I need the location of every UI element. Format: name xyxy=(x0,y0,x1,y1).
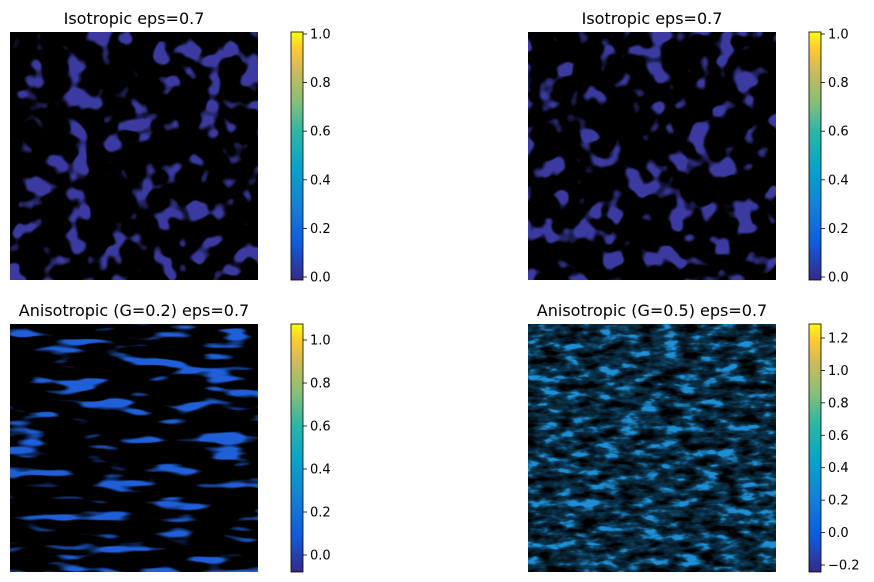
panel-3-heatmap xyxy=(10,324,258,572)
colorbar-tick-label: −0.2 xyxy=(828,559,860,574)
colorbar-tick-label: 0.0 xyxy=(310,271,331,286)
colorbar-tick-label: 0.2 xyxy=(310,222,331,237)
colorbar-tick-label: 0.4 xyxy=(310,463,331,478)
colorbar-tick-label: 0.2 xyxy=(828,494,849,509)
colorbar-tick-label: 0.8 xyxy=(310,377,331,392)
colorbar-tick-label: 1.0 xyxy=(310,334,331,349)
colorbar-tick-label: 0.2 xyxy=(310,506,331,521)
colorbar-tick-label: 0.0 xyxy=(828,271,849,286)
panel-4: Anisotropic (G=0.5) eps=0.7 −0.2 0.0 0.2 0.… xyxy=(528,301,860,574)
colorbar-tick-label: 0.8 xyxy=(310,76,331,91)
colorbar-tick-label: 0.6 xyxy=(310,125,331,140)
colorbar-tick-label: 1.0 xyxy=(828,28,849,43)
colorbar-tick-label: 0.6 xyxy=(828,125,849,140)
panel-4-heatmap xyxy=(528,324,776,572)
panel-3-colorbar: 0.0 0.2 0.4 0.6 0.8 1.0 xyxy=(290,323,331,573)
colorbar-tick-label: 0.8 xyxy=(828,396,849,411)
colorbar-tick-label: 0.6 xyxy=(310,420,331,435)
colorbar-tick-label: 1.0 xyxy=(310,28,331,43)
colorbar-tick-label: 1.2 xyxy=(828,332,849,347)
panel-4-title: Anisotropic (G=0.5) eps=0.7 xyxy=(537,301,767,320)
panel-2-colorbar: 0.0 0.2 0.4 0.6 0.8 1.0 xyxy=(808,28,849,286)
colorbar-tick-label: 0.4 xyxy=(828,173,849,188)
colorbar-tick-label: 0.4 xyxy=(828,461,849,476)
colorbar-tick-label: 1.0 xyxy=(828,364,849,379)
colorbar-tick-label: 0.0 xyxy=(828,526,849,541)
panel-3-title: Anisotropic (G=0.2) eps=0.7 xyxy=(19,301,249,320)
colorbar-tick-label: 0.0 xyxy=(310,549,331,564)
colorbar-tick-label: 0.6 xyxy=(828,429,849,444)
panel-3: Anisotropic (G=0.2) eps=0.7 0.0 0.2 0.4 0.6… xyxy=(10,301,331,573)
colorbar-tick-label: 0.4 xyxy=(310,173,331,188)
panel-1-colorbar: 0.0 0.2 0.4 0.6 0.8 1.0 xyxy=(290,28,331,286)
colorbar-tick-label: 0.2 xyxy=(828,222,849,237)
panel-2-title: Isotropic eps=0.7 xyxy=(582,9,723,28)
colorbar-tick-label: 0.8 xyxy=(828,76,849,91)
panel-4-colorbar: −0.2 0.0 0.2 0.4 0.6 0.8 1.0 1.2 xyxy=(808,323,860,574)
panel-1-title: Isotropic eps=0.7 xyxy=(64,9,205,28)
panel-2-heatmap xyxy=(528,32,776,280)
panel-1: Isotropic eps=0.7 0.0 0.2 0.4 0.6 0.8 1.0 xyxy=(10,9,331,286)
panel-1-heatmap xyxy=(10,32,258,280)
panel-2: Isotropic eps=0.7 0.0 0.2 0.4 0.6 0.8 1.0 xyxy=(528,9,849,286)
